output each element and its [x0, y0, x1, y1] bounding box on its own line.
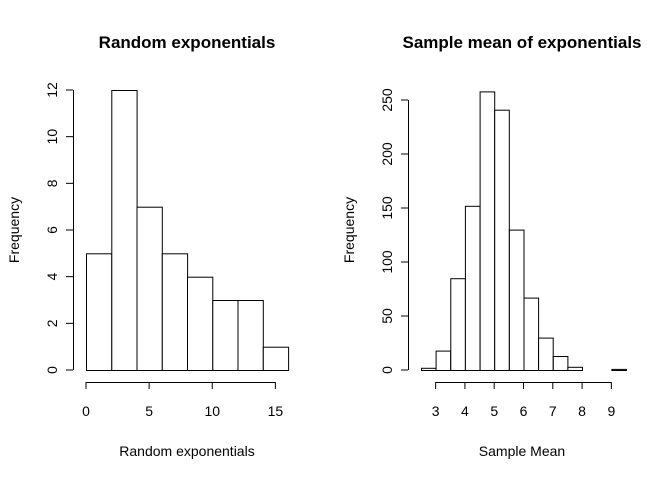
y-tick-label-2-2: 50 [379, 308, 395, 324]
bar-2-10 [552, 356, 569, 371]
x-tick-label-2-6: 8 [578, 403, 586, 419]
y-tick-label-1-5: 8 [44, 179, 60, 187]
bar-1-2 [111, 90, 138, 371]
bar-2-14 [611, 368, 628, 371]
y-axis-1: 0 2 4 6 8 10 12 [44, 82, 74, 374]
bar-2-11 [567, 366, 584, 371]
x-tick-label-2-5: 7 [549, 403, 557, 419]
x-tick-label-1-1: 0 [82, 403, 90, 419]
bar-1-3 [136, 206, 163, 371]
x-tick-label-1-2: 5 [145, 403, 153, 419]
bar-1-8 [262, 346, 290, 372]
y-tick-label-2-5: 200 [379, 142, 395, 166]
y-tick-label-2-1: 0 [379, 366, 395, 374]
y-tick-label-1-4: 6 [44, 226, 60, 234]
bar-2-3 [450, 278, 466, 372]
x-tick-label-2-2: 4 [461, 403, 469, 419]
x-axis-label-2: Sample Mean [479, 443, 565, 459]
x-axis-label-1: Random exponentials [119, 443, 254, 459]
bar-2-2 [435, 350, 452, 372]
bar-1-6 [212, 300, 239, 371]
bar-2-9 [538, 337, 554, 372]
bar-2-1 [421, 367, 437, 371]
y-tick-label-1-1: 0 [44, 366, 60, 374]
y-tick-label-2-6: 250 [379, 88, 395, 112]
bar-2-8 [523, 297, 540, 372]
chart-title-1: Random exponentials [99, 33, 276, 52]
bars-2 [421, 91, 628, 372]
x-axis-1: 0 5 10 15 [82, 382, 283, 419]
bar-1-7 [237, 300, 264, 371]
y-tick-label-1-7: 12 [44, 82, 60, 98]
x-axis-2: 3 4 5 6 7 8 9 [432, 382, 615, 419]
y-tick-label-1-3: 4 [44, 273, 60, 281]
y-tick-label-1-2: 2 [44, 319, 60, 327]
chart-title-2: Sample mean of exponentials [402, 33, 641, 52]
y-axis-label-2: Frequency [341, 197, 357, 263]
x-tick-label-1-3: 10 [204, 403, 220, 419]
x-tick-label-2-1: 3 [432, 403, 440, 419]
bar-1-5 [187, 276, 214, 372]
y-tick-label-1-6: 10 [44, 129, 60, 145]
x-tick-label-2-7: 9 [607, 403, 615, 419]
x-tick-label-2-4: 6 [520, 403, 528, 419]
panel-random-exponentials: Random exponentials Random exponentials … [6, 33, 290, 459]
y-axis-label-1: Frequency [6, 197, 22, 263]
y-tick-label-2-3: 100 [379, 250, 395, 274]
panel-sample-mean: Sample mean of exponentials Sample Mean … [341, 33, 642, 459]
bar-2-6 [494, 109, 510, 371]
bar-2-7 [508, 229, 525, 371]
bar-1-1 [86, 253, 113, 371]
bar-1-4 [161, 253, 189, 371]
bar-2-4 [464, 205, 481, 371]
bars-1 [86, 90, 290, 372]
x-tick-label-2-3: 5 [490, 403, 498, 419]
x-tick-label-1-4: 15 [268, 403, 284, 419]
y-axis-2: 0 50 100 150 200 250 [379, 88, 409, 374]
bar-2-5 [479, 91, 496, 372]
y-tick-label-2-4: 150 [379, 196, 395, 220]
